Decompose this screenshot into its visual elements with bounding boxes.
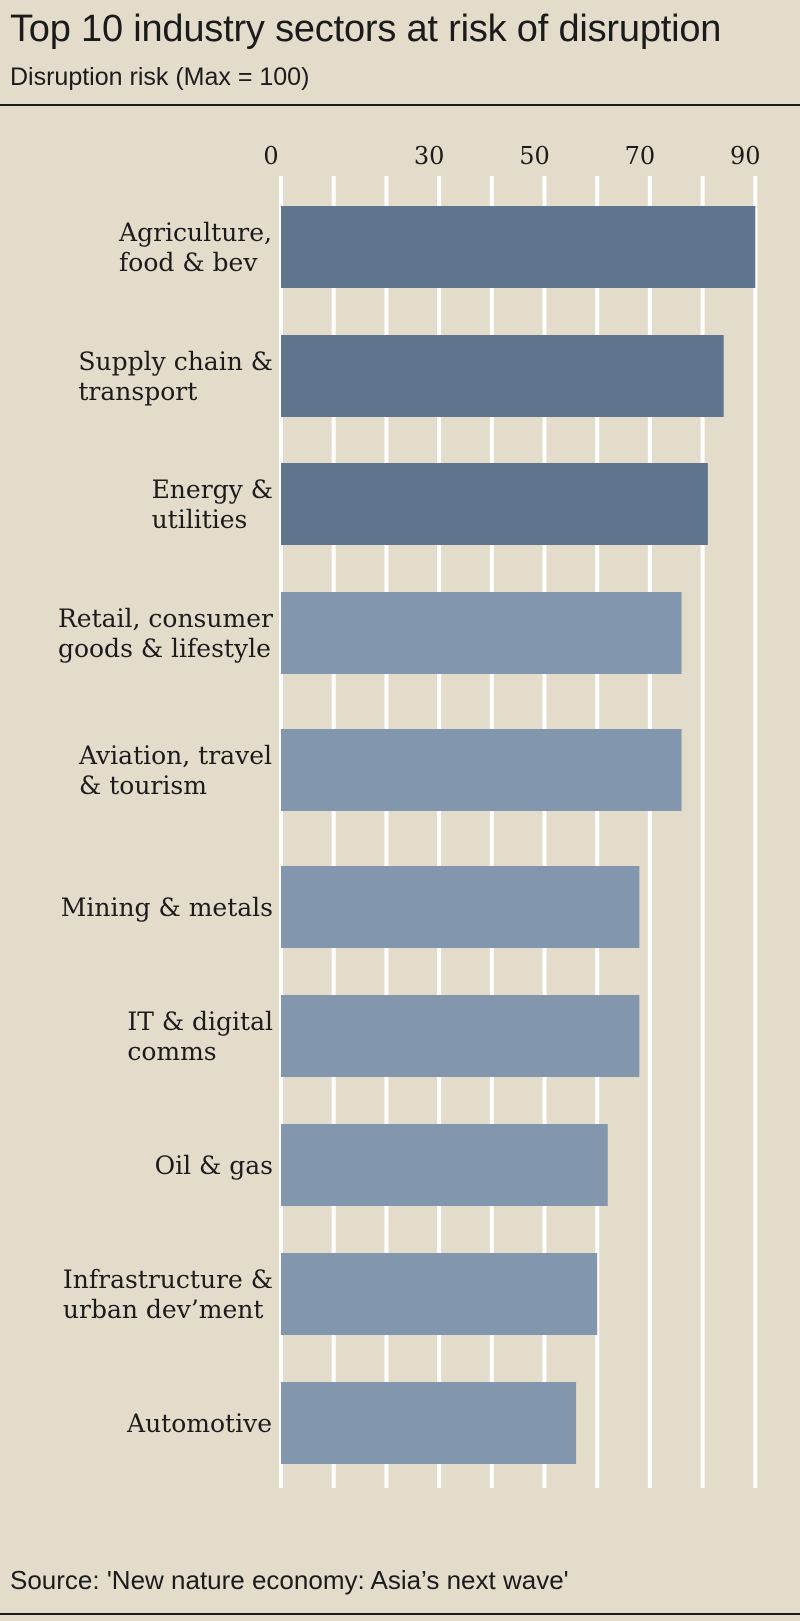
category-label-5: Mining & metals — [61, 893, 273, 922]
bar-1 — [281, 335, 724, 417]
category-label-8: Infrastructure & urban dev’ment — [63, 1265, 273, 1324]
category-label-2: Energy & utilities — [152, 475, 273, 534]
bar-chart: 0 30 50 70 90 Agriculture, food & bev Supply c… — [58, 142, 761, 1488]
chart-subtitle: Disruption risk (Max = 100) — [10, 63, 310, 91]
category-label-6: IT & digital comms — [127, 1007, 273, 1066]
bar-8 — [281, 1253, 598, 1335]
category-label-4: Aviation, travel & tourism — [78, 741, 272, 800]
bar-2 — [281, 463, 708, 545]
x-axis-ticks: 0 30 50 70 90 — [263, 142, 760, 170]
bar-0 — [281, 206, 756, 288]
category-labels: Agriculture, food & bev Supply chain & tran… — [58, 218, 273, 1438]
top-divider — [0, 104, 800, 106]
bars — [281, 206, 756, 1464]
bar-7 — [281, 1124, 608, 1206]
category-label-3: Retail, consumer goods & lifestyle — [58, 604, 273, 663]
chart-title: Top 10 industry sectors at risk of disru… — [10, 8, 722, 50]
bar-9 — [281, 1382, 577, 1464]
category-label-9: Automotive — [126, 1409, 272, 1438]
bar-4 — [281, 729, 682, 811]
bar-5 — [281, 866, 640, 948]
bar-6 — [281, 995, 640, 1077]
tick-label-90: 90 — [730, 142, 761, 170]
source-note: Source: 'New nature economy: Asia’s next… — [10, 1565, 569, 1595]
category-label-0: Agriculture, food & bev — [118, 218, 272, 277]
bar-3 — [281, 592, 682, 674]
tick-label-0: 0 — [263, 142, 278, 170]
tick-label-50: 50 — [519, 142, 550, 170]
tick-label-30: 30 — [414, 142, 445, 170]
tick-label-70: 70 — [625, 142, 656, 170]
bottom-divider — [0, 1613, 800, 1615]
category-label-7: Oil & gas — [155, 1151, 273, 1180]
category-label-1: Supply chain & transport — [78, 347, 273, 406]
